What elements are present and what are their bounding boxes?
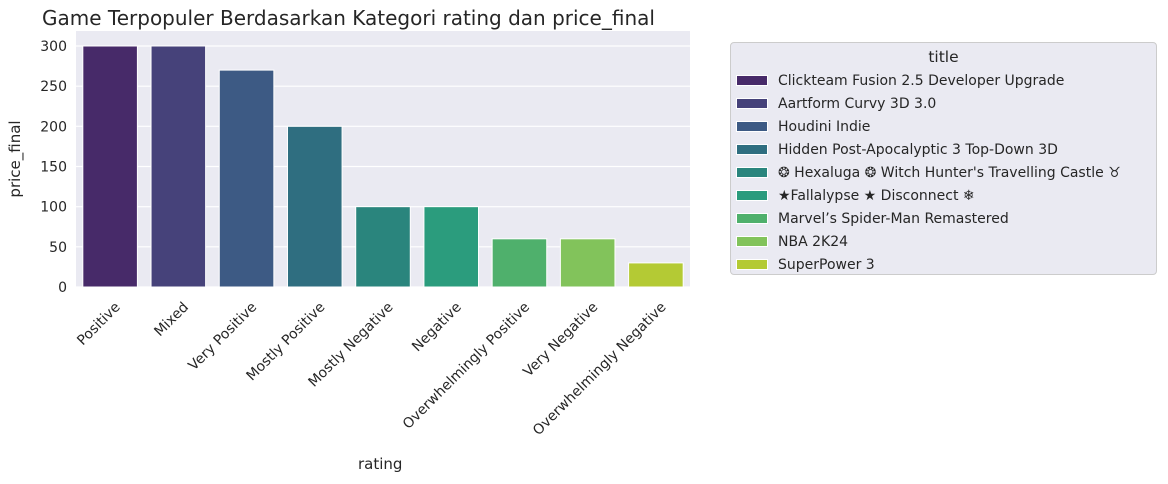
legend-item: Houdini Indie [736, 115, 870, 138]
y-tick-labels: 0 50 100 150 200 250 300 [40, 39, 67, 296]
bar [150, 45, 207, 288]
legend-label: Aartform Curvy 3D 3.0 [778, 95, 937, 112]
legend-swatch [736, 98, 768, 109]
legend-item: Marvel’s Spider-Man Remastered [736, 207, 1009, 230]
bar [82, 45, 138, 288]
bar [286, 125, 343, 288]
legend-item: Aartform Curvy 3D 3.0 [736, 92, 936, 115]
y-tick-label: 100 [40, 200, 67, 216]
bar [559, 238, 616, 288]
bar [355, 206, 411, 288]
bar [423, 206, 480, 288]
legend-swatch [736, 167, 768, 178]
legend-item: Clickteam Fusion 2.5 Developer Upgrade [736, 69, 1064, 92]
x-axis-label: rating [358, 455, 403, 473]
legend-swatch [736, 236, 768, 247]
y-axis-label: price_final [6, 120, 24, 198]
x-tick-label: Mixed [151, 299, 192, 340]
y-tick-label: 250 [40, 79, 67, 95]
y-tick-label: 200 [40, 119, 67, 135]
x-tick-label: Overwhelmingly Positive [400, 299, 533, 432]
legend-label: NBA 2K24 [778, 233, 849, 250]
legend-label: Houdini Indie [778, 118, 871, 135]
legend-item: NBA 2K24 [736, 230, 848, 253]
legend-swatch [736, 121, 768, 132]
y-tick-label: 300 [40, 39, 67, 55]
legend-swatch [736, 144, 768, 155]
legend-item: ★Fallalypse ★ Disconnect ❄ [736, 184, 975, 207]
legend-swatch [736, 75, 768, 86]
legend-label: Clickteam Fusion 2.5 Developer Upgrade [778, 72, 1065, 89]
x-tick-label: Very Positive [186, 299, 261, 374]
legend-item: SuperPower 3 [736, 253, 875, 276]
x-tick-label: Negative [409, 299, 465, 355]
legend-item: ❂ Hexaluga ❂ Witch Hunter's Travelling C… [736, 161, 1121, 184]
legend-label: SuperPower 3 [778, 256, 875, 273]
legend: title Clickteam Fusion 2.5 Developer Upg… [730, 42, 1157, 275]
legend-item: Hidden Post-Apocalyptic 3 Top-Down 3D [736, 138, 1058, 161]
bar [218, 69, 275, 288]
bar [628, 262, 684, 288]
legend-label: ❂ Hexaluga ❂ Witch Hunter's Travelling C… [778, 164, 1121, 181]
legend-label: Marvel’s Spider-Man Remastered [778, 210, 1009, 227]
legend-swatch [736, 190, 768, 201]
x-tick-label: Overwhelmingly Negative [530, 299, 669, 438]
y-tick-label: 0 [58, 280, 67, 296]
legend-title: title [928, 48, 959, 66]
chart-title: Game Terpopuler Berdasarkan Kategori rat… [42, 6, 655, 30]
legend-label: ★Fallalypse ★ Disconnect ❄ [778, 187, 975, 204]
y-tick-label: 50 [49, 240, 67, 256]
legend-label: Hidden Post-Apocalyptic 3 Top-Down 3D [778, 141, 1058, 158]
legend-swatch [736, 213, 768, 224]
x-tick-label: Positive [74, 299, 123, 348]
legend-swatch [736, 259, 768, 270]
bars [82, 45, 684, 288]
bar [491, 238, 548, 288]
y-tick-label: 150 [40, 160, 67, 176]
